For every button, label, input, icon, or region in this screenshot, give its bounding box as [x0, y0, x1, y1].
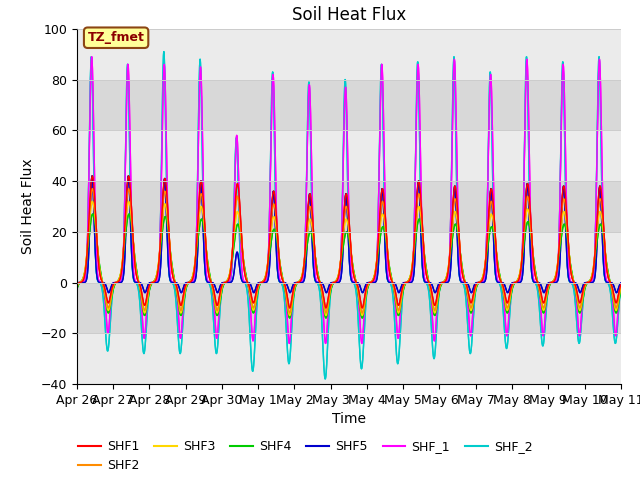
SHF3: [88, 198, 96, 204]
SHF_2: [171, 287, 179, 292]
SHF1: [502, 296, 509, 301]
SHF1: [616, 284, 624, 289]
Title: Soil Heat Flux: Soil Heat Flux: [292, 6, 406, 24]
Text: TZ_fmet: TZ_fmet: [88, 31, 145, 44]
SHF_1: [441, 279, 449, 285]
SHF3: [617, 285, 625, 290]
SHF3: [441, 278, 449, 284]
Y-axis label: Soil Heat Flux: Soil Heat Flux: [21, 158, 35, 254]
SHF_2: [321, 376, 329, 382]
SHF_1: [617, 282, 625, 288]
SHF2: [502, 300, 509, 306]
SHF1: [88, 173, 96, 179]
Line: SHF2: SHF2: [77, 189, 621, 313]
SHF5: [329, 280, 337, 286]
SHF2: [616, 286, 624, 292]
SHF_1: [358, 340, 365, 346]
SHF_1: [616, 284, 624, 290]
SHF3: [616, 287, 624, 293]
SHF2: [441, 278, 449, 284]
Bar: [77, 181, 621, 232]
SHF3: [502, 302, 509, 308]
SHF_1: [502, 324, 509, 330]
SHF4: [89, 211, 97, 217]
Bar: [77, 283, 621, 333]
SHF1: [441, 279, 449, 285]
SHF3: [73, 285, 81, 290]
SHF2: [88, 186, 96, 192]
SHF4: [617, 287, 625, 293]
SHF4: [171, 278, 179, 284]
Bar: [77, 130, 621, 181]
SHF5: [73, 280, 81, 286]
Line: SHF4: SHF4: [77, 214, 621, 318]
SHF5: [171, 280, 179, 286]
SHF_2: [441, 280, 449, 286]
Line: SHF5: SHF5: [77, 176, 621, 293]
SHF1: [171, 279, 179, 285]
SHF_1: [171, 281, 179, 287]
SHF_1: [73, 282, 81, 288]
SHF1: [358, 305, 366, 311]
SHF4: [73, 287, 81, 293]
SHF4: [441, 278, 449, 284]
SHF1: [617, 282, 625, 288]
SHF_2: [329, 281, 337, 287]
SHF5: [471, 281, 479, 287]
SHF5: [88, 173, 96, 179]
SHF2: [617, 284, 625, 290]
SHF5: [617, 280, 625, 286]
SHF_2: [160, 49, 168, 55]
SHF5: [441, 280, 449, 286]
SHF_2: [616, 289, 624, 295]
SHF1: [329, 280, 337, 286]
SHF1: [73, 282, 81, 288]
Legend: SHF1, SHF2, SHF3, SHF4, SHF5, SHF_1, SHF_2: SHF1, SHF2, SHF3, SHF4, SHF5, SHF_1, SHF…: [73, 435, 538, 477]
SHF_2: [471, 295, 479, 300]
SHF_1: [329, 280, 337, 286]
Bar: [77, 29, 621, 80]
SHF4: [471, 292, 479, 298]
SHF4: [358, 315, 366, 321]
SHF2: [329, 281, 337, 287]
SHF3: [471, 289, 479, 295]
SHF_1: [471, 287, 479, 292]
Line: SHF_2: SHF_2: [77, 52, 621, 379]
Line: SHF3: SHF3: [77, 201, 621, 315]
SHF_1: [88, 54, 95, 60]
SHF_2: [617, 286, 625, 292]
SHF3: [358, 312, 366, 318]
SHF4: [329, 282, 337, 288]
Line: SHF1: SHF1: [77, 176, 621, 308]
SHF5: [616, 281, 624, 287]
SHF5: [502, 285, 509, 291]
SHF3: [171, 278, 179, 284]
SHF1: [471, 285, 479, 290]
SHF2: [171, 279, 179, 285]
SHF4: [502, 305, 509, 311]
SHF_2: [502, 342, 509, 348]
SHF5: [323, 290, 330, 296]
Bar: [77, 80, 621, 130]
X-axis label: Time: Time: [332, 412, 366, 426]
SHF4: [616, 289, 624, 295]
Bar: [77, 333, 621, 384]
SHF2: [73, 284, 81, 290]
SHF2: [471, 288, 479, 294]
Line: SHF_1: SHF_1: [77, 57, 621, 343]
SHF3: [329, 281, 337, 287]
SHF2: [358, 310, 366, 316]
SHF_2: [73, 287, 81, 293]
Bar: [77, 232, 621, 283]
